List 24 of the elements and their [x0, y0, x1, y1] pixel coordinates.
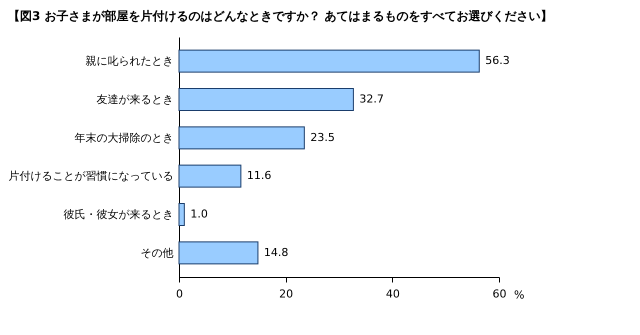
x-tick-label: 0 [176, 288, 183, 300]
y-tick-label: 年末の大掃除のとき [74, 131, 174, 144]
bar [178, 126, 305, 150]
y-tick-label: 親に叱られたとき [86, 54, 174, 68]
y-tick-label: 片付けることが習慣になっている [8, 170, 174, 183]
data-label: 1.0 [190, 208, 208, 220]
bar [178, 241, 258, 264]
x-tick-label: 60 [492, 288, 506, 300]
x-tick-label: 40 [386, 288, 400, 300]
x-axis-title: % [514, 288, 524, 302]
bar [178, 203, 185, 226]
data-label: 14.8 [264, 246, 288, 259]
data-label: 56.3 [485, 54, 510, 68]
bar [178, 164, 242, 188]
y-tick-label: 彼氏・彼女が来るとき [64, 208, 174, 221]
bar [178, 88, 354, 111]
x-tick-label: 20 [279, 288, 294, 300]
chart-title: 【図3 お子さまが部屋を片付けるのはどんなときですか？ あてはまるものをすべてお選びください】 [8, 9, 553, 23]
bar [178, 50, 480, 73]
y-tick-label: 友達が来るとき [96, 93, 174, 106]
data-label: 23.5 [310, 130, 335, 144]
data-label: 11.6 [246, 169, 272, 182]
data-label: 32.7 [359, 92, 384, 106]
y-tick-label: その他 [140, 246, 174, 260]
